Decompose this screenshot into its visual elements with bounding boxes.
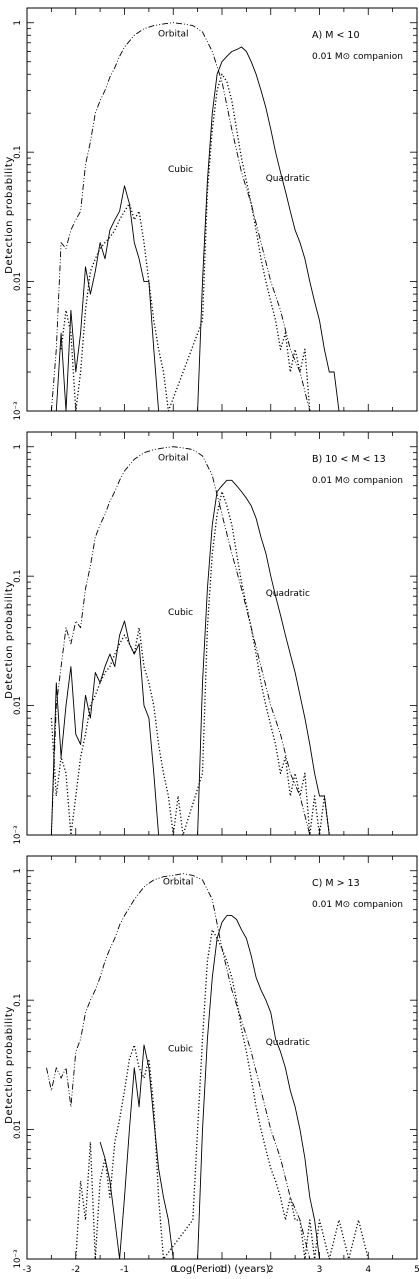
curve-label: Cubic (168, 608, 193, 618)
y-axis-label: Detection probability (4, 156, 15, 274)
series-line-quadratic (51, 46, 340, 412)
curve-label: Orbital (163, 878, 194, 888)
y-tick-label: 0.1 (13, 569, 23, 583)
y-tick-label: 0.01 (13, 272, 23, 291)
plot-frame (26, 855, 418, 1260)
y-tick-label: 10⁻³ (13, 402, 23, 421)
y-tick-label: 1 (13, 868, 23, 873)
y-tick-label: 1 (13, 20, 23, 25)
x-tick-label: -1 (120, 1265, 129, 1275)
series-line-cubic (60, 73, 311, 412)
y-tick-label: 10⁻³ (13, 1250, 23, 1269)
curve-label: Cubic (168, 165, 193, 175)
companion-label: 0.01 M⊙ companion (312, 476, 403, 486)
curve-label: Cubic (168, 1045, 193, 1055)
x-tick-label: 5 (414, 1265, 419, 1275)
y-tick-label: 0.1 (13, 145, 23, 159)
curve-label: Quadratic (266, 1038, 310, 1048)
y-tick-label: 0.1 (13, 993, 23, 1007)
x-axis-label: Log(Period) (years) (174, 1264, 269, 1275)
y-tick-label: 0.01 (13, 1120, 23, 1139)
curve-label: Orbital (158, 30, 189, 40)
series-line-orbital (46, 873, 320, 1260)
companion-label: 0.01 M⊙ companion (312, 52, 403, 62)
curve-label: Orbital (158, 454, 189, 464)
series-line-quadratic (50, 479, 335, 836)
curve-label: Quadratic (266, 174, 310, 184)
series-line-orbital (50, 446, 320, 836)
series-line-cubic (50, 490, 330, 836)
x-tick-label: 1 (219, 1265, 225, 1275)
series-line-quadratic (99, 915, 325, 1260)
panel-label: B) 10 < M < 13 (312, 454, 386, 465)
x-tick-label: 4 (365, 1265, 371, 1275)
x-tick-label: 3 (317, 1265, 323, 1275)
chart-panel: 10⁻³ 0.01 0.1 1 Orbital Cubic Quadratic A) M < … (13, 7, 418, 421)
series-line-cubic (75, 929, 369, 1260)
series-line-orbital (50, 22, 311, 412)
panel-label: A) M < 10 (312, 30, 360, 41)
plot-frame (26, 431, 418, 836)
x-tick-label: -2 (71, 1265, 80, 1275)
y-tick-label: 0.01 (13, 696, 23, 715)
x-tick-label: -3 (23, 1265, 32, 1275)
y-axis-label: Detection probability (4, 581, 15, 699)
companion-label: 0.01 M⊙ companion (312, 900, 403, 910)
chart-panel: 10⁻³ 0.01 0.1 1 Orbital Cubic Quadratic B) 10 <… (13, 431, 418, 845)
panels-group: 10⁻³ 0.01 0.1 1 Orbital Cubic Quadratic A) M < … (13, 7, 419, 1275)
panel-label: C) M > 13 (312, 878, 360, 889)
y-axis-label: Detection probability (4, 1006, 15, 1124)
chart-panel: -3 -2 -1 0 1 2 3 4 5 10⁻³ 0.01 0.1 1 Orbital Cubic Quad… (13, 855, 419, 1275)
x-tick-label: 0 (170, 1265, 176, 1275)
curve-label: Quadratic (266, 589, 310, 599)
x-tick-label: 2 (268, 1265, 274, 1275)
y-tick-label: 10⁻³ (13, 826, 23, 845)
plot-frame (26, 7, 418, 412)
y-tick-label: 1 (13, 444, 23, 449)
